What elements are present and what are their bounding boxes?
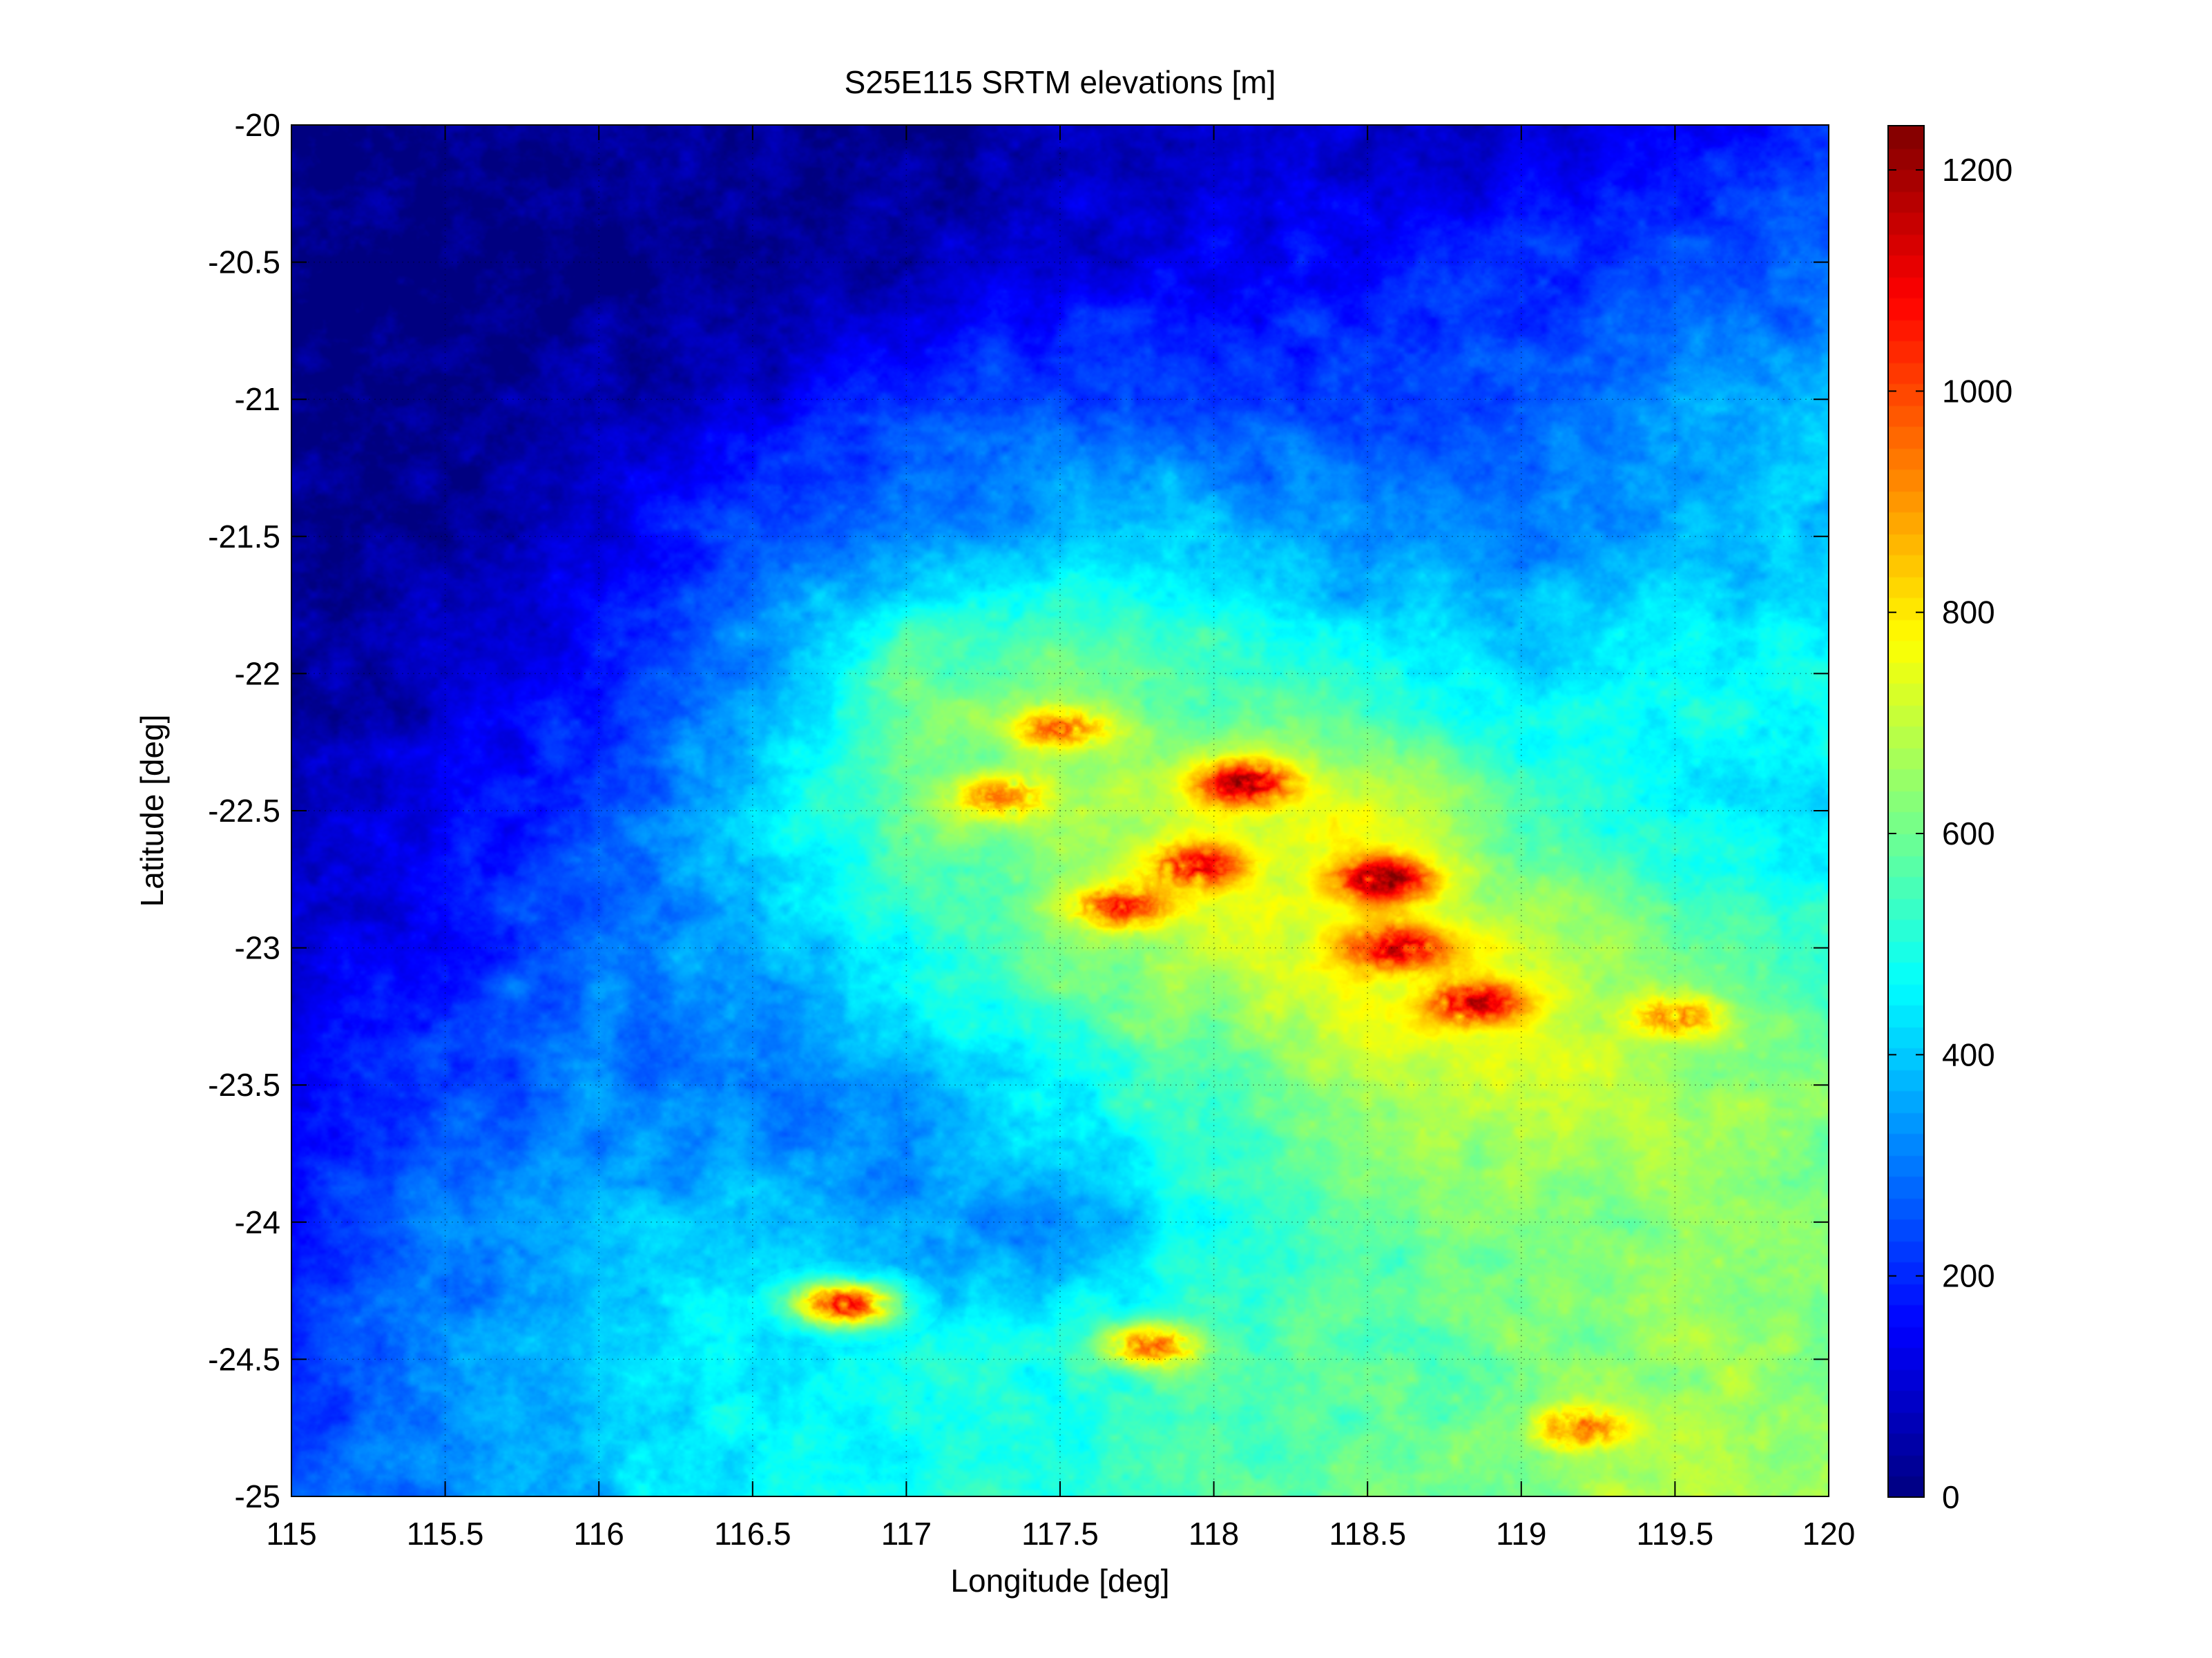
colorbar-tick-label: 600 [1942,816,1995,851]
y-tick-label: -22.5 [208,793,280,829]
x-tick-label: 119 [1496,1516,1546,1552]
x-tick-label: 116 [574,1516,624,1552]
colorbar-tick-label: 400 [1942,1037,1995,1072]
y-tick-label: -20 [235,107,280,143]
x-tick-label: 117 [881,1516,932,1552]
y-tick-labels: -20 -20.5 -21 -21.5 -22 -22.5 -23 -23.5 -24 -24.5… [208,107,280,1514]
colorbar-gradient [1888,126,1924,1497]
x-tick-label: 118.5 [1329,1516,1406,1552]
grid-lines [291,124,1829,1497]
colorbar-tick-label: 0 [1942,1479,1960,1515]
y-tick-label: -23 [235,930,280,966]
chart-title: S25E115 SRTM elevations [m] [845,64,1276,100]
y-tick-label: -25 [235,1478,280,1514]
x-tick-labels: 115 115.5 116 116.5 117 117.5 118 118.5 119 119.5… [266,1516,1855,1552]
x-tick-label: 118 [1189,1516,1239,1552]
colorbar-tick-labels: 0 200 400 600 800 1000 1200 [1942,152,2012,1515]
elevation-heatmap [291,125,1829,1496]
x-tick-label: 119.5 [1637,1516,1714,1552]
y-tick-label: -20.5 [208,244,280,280]
y-tick-label: -21.5 [208,519,280,555]
x-tick-label: 115 [266,1516,316,1552]
x-axis-label: Longitude [deg] [950,1563,1169,1599]
x-tick-label: 120 [1802,1516,1856,1552]
y-tick-label: -21 [235,381,280,417]
x-tick-label: 115.5 [407,1516,484,1552]
colorbar-tick-label: 1200 [1942,152,2012,188]
y-tick-label: -24.5 [208,1341,280,1377]
plot-frame [291,124,1829,1497]
y-axis-label: Latitude [deg] [134,715,170,907]
colorbar-tick-label: 1000 [1942,373,2012,409]
x-tick-label: 116.5 [714,1516,791,1552]
colorbar-tick-label: 800 [1942,595,1995,630]
y-tick-label: -23.5 [208,1067,280,1103]
colorbar-tick-label: 200 [1942,1258,1995,1294]
x-tick-label: 117.5 [1021,1516,1099,1552]
colorbar-frame [1887,125,1925,1498]
y-tick-label: -24 [235,1204,280,1240]
y-tick-label: -22 [235,655,280,691]
